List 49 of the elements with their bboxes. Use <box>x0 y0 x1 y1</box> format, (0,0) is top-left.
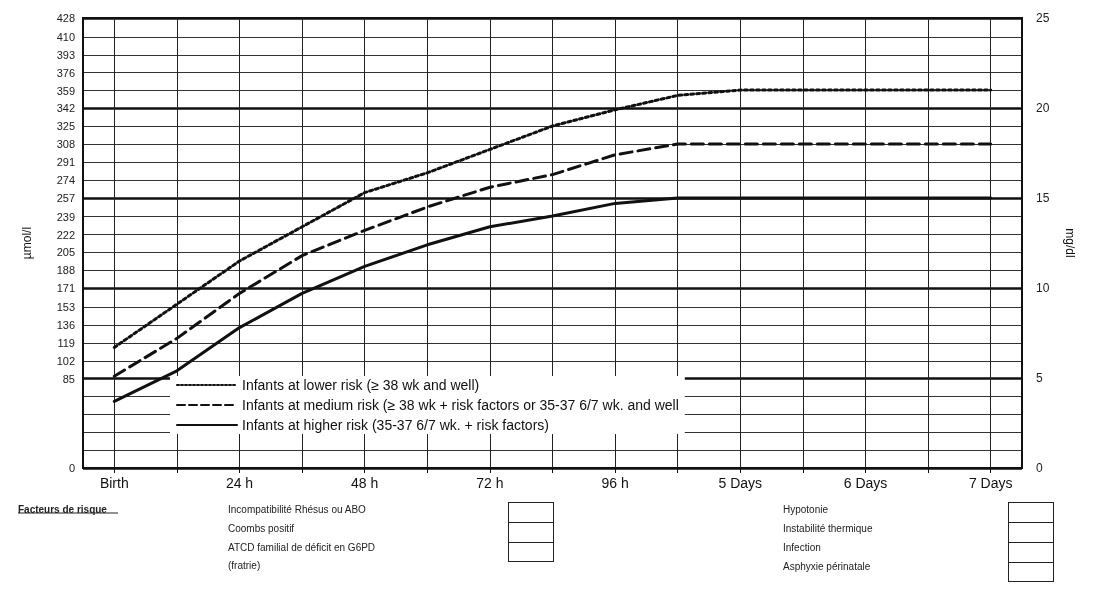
y-tick-label: 274 <box>56 173 75 186</box>
y-tick-label: 85 <box>62 372 75 385</box>
text: Instabilité thermique <box>783 522 873 534</box>
y-axis-title: µmol/l <box>20 226 34 260</box>
y-tick-label: 222 <box>56 228 75 241</box>
text: Hypotonie <box>783 503 829 515</box>
y-tick-label: 102 <box>56 354 75 367</box>
y2-tick-label: 10 <box>1036 281 1050 295</box>
x-tick-label: Birth <box>99 475 129 491</box>
legend-label: Infants at higher risk (35-37 6/7 wk. + risk factors) <box>242 417 549 433</box>
y-tick-label: 119 <box>57 336 75 349</box>
x-tick-label: 72 h <box>476 475 504 491</box>
y-tick-label: 428 <box>56 12 75 24</box>
text: Coombs positif <box>228 522 295 534</box>
text: ATCD familial de déficit en G6PD (fratrie) <box>228 541 376 571</box>
y-tick-label: 376 <box>56 66 75 79</box>
legend-label: Infants at lower risk (≥ 38 wk and well) <box>242 377 480 393</box>
y-tick-label: 171 <box>56 282 75 295</box>
x-tick-label: 48 h <box>351 475 379 491</box>
x-tick-label: 5 Days <box>718 475 763 491</box>
y-tick-label: 359 <box>56 84 75 97</box>
x-tick-label: 96 h <box>601 475 629 491</box>
y2-tick-label: 15 <box>1036 191 1050 205</box>
text: Infection <box>783 541 821 553</box>
y2-tick-label: 25 <box>1036 11 1050 25</box>
y-tick-label: 153 <box>56 301 75 314</box>
x-tick-label: 7 Days <box>968 475 1013 491</box>
y-tick-label: 136 <box>56 319 75 332</box>
text: Asphyxie périnatale <box>783 560 871 572</box>
legend-label: Infants at medium risk (≥ 38 wk + risk factors or 35-37 6/7 wk. and well <box>242 397 679 413</box>
y-tick-label: 205 <box>56 246 75 259</box>
y-tick-label: 257 <box>56 191 75 204</box>
y-tick-label: 188 <box>56 264 75 277</box>
y-tick-label: 239 <box>56 210 75 223</box>
y2-tick-label: 0 <box>1036 461 1043 475</box>
y-tick-label: 410 <box>56 30 75 43</box>
x-tick-label: 24 h <box>225 475 254 491</box>
y2-tick-label: 20 <box>1036 101 1050 115</box>
y-tick-label: 291 <box>56 156 75 169</box>
y2-axis-title: mg/dl <box>1063 228 1077 258</box>
y-tick-label: 0 <box>68 462 75 474</box>
y-tick-label: 342 <box>56 102 75 115</box>
text: Facteurs de risque <box>18 503 108 515</box>
y-tick-label: 393 <box>56 48 75 61</box>
y-tick-label: 308 <box>56 138 75 151</box>
y-tick-label: 325 <box>56 120 75 133</box>
text: Incompatibilité Rhésus ou ABO <box>228 503 367 515</box>
y2-tick-label: 5 <box>1036 371 1043 385</box>
x-tick-label: 6 Days <box>843 475 888 491</box>
